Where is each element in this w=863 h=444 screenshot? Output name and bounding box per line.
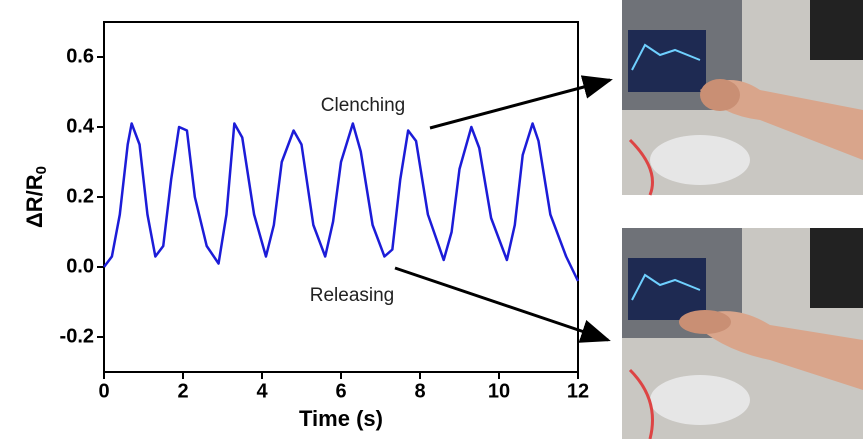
y-axis-title: ΔR/R0 [22, 166, 50, 228]
y-axis-title-text: ΔR/R [22, 174, 47, 228]
data-line [103, 122, 580, 282]
y-axis-title-subscript: 0 [33, 166, 50, 174]
x-tick-label: 8 [414, 380, 425, 402]
y-tick-label: 0.2 [66, 185, 94, 207]
y-tick-label: -0.2 [60, 325, 94, 347]
x-tick-label: 6 [335, 380, 346, 402]
x-tick-label: 2 [177, 380, 188, 402]
y-tick-label: 0.0 [66, 255, 94, 277]
y-tick-label: 0.6 [66, 45, 94, 67]
x-axis-title: Time (s) [299, 406, 383, 431]
arrow [394, 266, 611, 343]
arrow [429, 75, 613, 130]
x-tick-label: 4 [256, 380, 268, 402]
photo-releasing [622, 228, 863, 440]
plot-frame [103, 21, 579, 373]
y-tick-label: 0.4 [66, 115, 95, 137]
photo-clenching [622, 0, 863, 196]
x-tick-label: 12 [567, 380, 589, 402]
x-tick-label: 10 [488, 380, 510, 402]
x-tick-label: 0 [98, 380, 109, 402]
annotation: Clenching [321, 95, 406, 116]
annotation: Releasing [310, 285, 395, 306]
